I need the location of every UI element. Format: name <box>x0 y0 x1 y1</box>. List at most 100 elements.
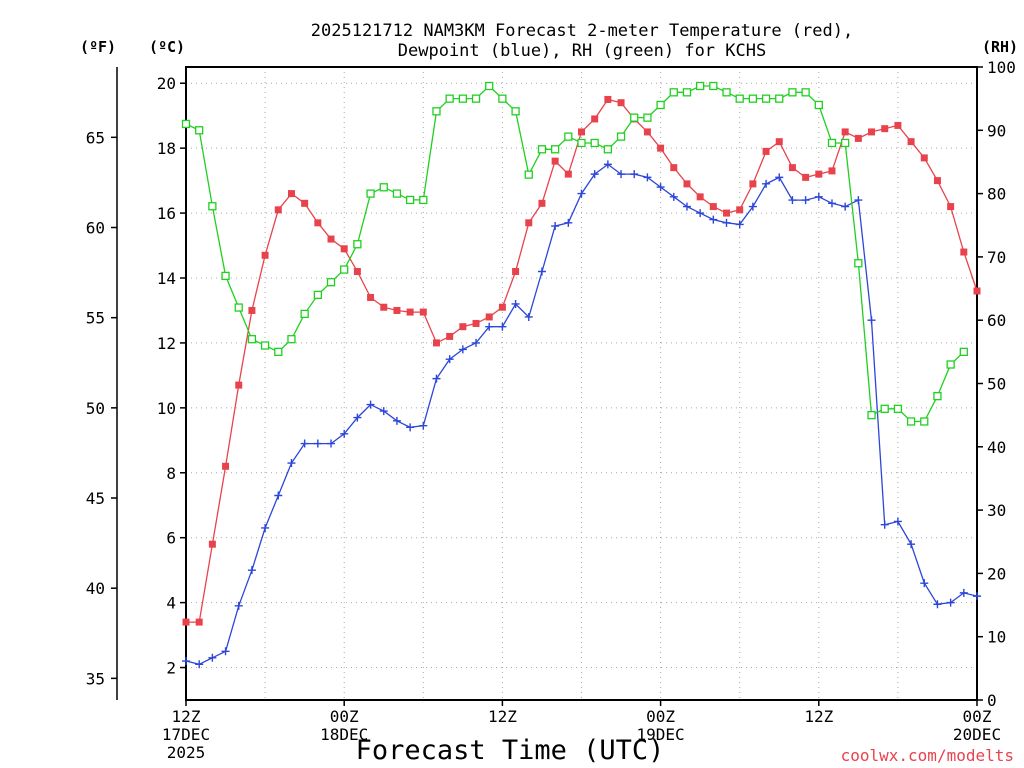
fahrenheit-tick-label: 55 <box>86 309 105 328</box>
data-point <box>208 653 217 662</box>
data-point <box>788 196 797 205</box>
fahrenheit-tick-label: 45 <box>86 489 105 508</box>
x-tick-label: 12Z <box>488 707 517 726</box>
data-point <box>762 179 771 188</box>
data-point <box>696 81 705 91</box>
rh-tick-label: 0 <box>987 691 997 710</box>
data-point <box>406 423 415 432</box>
data-point <box>827 138 837 148</box>
series-dewpoint <box>182 160 981 669</box>
data-point <box>841 128 849 136</box>
data-point <box>287 335 296 344</box>
data-point <box>512 268 520 276</box>
data-point <box>366 400 375 409</box>
data-point <box>920 579 929 588</box>
data-point <box>867 410 876 420</box>
data-point <box>749 180 757 188</box>
data-point <box>841 138 850 148</box>
data-point <box>498 303 506 311</box>
data-point <box>379 183 388 192</box>
data-point <box>854 259 863 268</box>
data-point <box>222 462 230 470</box>
data-point <box>498 94 507 103</box>
data-point <box>643 128 651 136</box>
data-point <box>261 523 270 532</box>
chart-title-line-2: Dewpoint (blue), RH (green) for KCHS <box>398 41 766 61</box>
data-point <box>564 218 573 227</box>
data-point <box>260 341 270 350</box>
data-point <box>880 520 889 529</box>
data-point <box>274 491 283 500</box>
data-point <box>405 195 415 205</box>
data-point <box>287 190 295 198</box>
data-point <box>933 177 941 185</box>
data-point <box>893 404 903 413</box>
data-point <box>235 381 243 389</box>
celsius-tick-label: 10 <box>157 399 176 418</box>
data-point <box>300 439 309 448</box>
data-point <box>182 618 190 626</box>
data-point <box>366 189 375 198</box>
data-point <box>485 81 494 91</box>
data-point <box>946 360 955 369</box>
data-point <box>472 338 481 347</box>
data-point <box>841 202 850 211</box>
fahrenheit-axis-unit: (ºF) <box>80 38 116 56</box>
fahrenheit-tick-label: 40 <box>86 579 105 598</box>
data-point <box>973 287 981 295</box>
rh-tick-label: 30 <box>987 501 1006 520</box>
data-point <box>722 88 731 97</box>
data-point <box>960 248 968 256</box>
data-point <box>630 170 639 179</box>
rh-tick-label: 80 <box>987 185 1006 204</box>
celsius-tick-label: 6 <box>166 529 176 548</box>
x-tick-label: 17DEC <box>162 725 210 744</box>
credit-text: coolwx.com/modelts <box>841 746 1014 765</box>
data-point <box>591 115 599 123</box>
data-point <box>485 322 494 331</box>
data-point <box>287 459 296 468</box>
data-point <box>313 290 322 300</box>
data-point <box>208 202 217 211</box>
data-point <box>603 160 612 169</box>
data-point <box>525 219 533 227</box>
data-point <box>340 245 348 253</box>
data-point <box>775 94 784 103</box>
data-point <box>537 267 546 276</box>
data-point <box>353 240 362 249</box>
x-axis-label: Forecast Time (UTC) <box>356 735 665 766</box>
data-point <box>234 303 243 312</box>
series-temperature <box>182 95 981 626</box>
data-point <box>775 173 784 182</box>
x-tick-label: 00Z <box>330 707 359 726</box>
data-point <box>682 88 692 97</box>
data-point <box>788 164 796 172</box>
celsius-tick-label: 14 <box>157 269 176 288</box>
data-point <box>643 173 652 182</box>
data-point <box>274 347 283 357</box>
data-point <box>709 215 718 224</box>
data-point <box>524 312 533 321</box>
data-point <box>472 319 480 327</box>
data-point <box>537 145 547 154</box>
data-point <box>274 206 282 214</box>
data-point <box>617 99 625 107</box>
data-point <box>445 355 454 364</box>
data-point <box>458 94 468 103</box>
data-point <box>761 94 771 103</box>
rh-tick-label: 40 <box>987 438 1006 457</box>
data-point <box>393 306 401 314</box>
celsius-tick-label: 2 <box>166 659 176 678</box>
data-point <box>959 588 968 597</box>
rh-tick-label: 10 <box>987 628 1006 647</box>
fahrenheit-tick-label: 35 <box>86 669 105 688</box>
data-point <box>221 271 230 281</box>
data-point <box>656 183 665 192</box>
data-point <box>959 347 968 357</box>
data-point <box>511 107 520 116</box>
data-point <box>854 134 862 142</box>
celsius-tick-label: 18 <box>157 139 176 158</box>
data-point <box>247 566 256 575</box>
